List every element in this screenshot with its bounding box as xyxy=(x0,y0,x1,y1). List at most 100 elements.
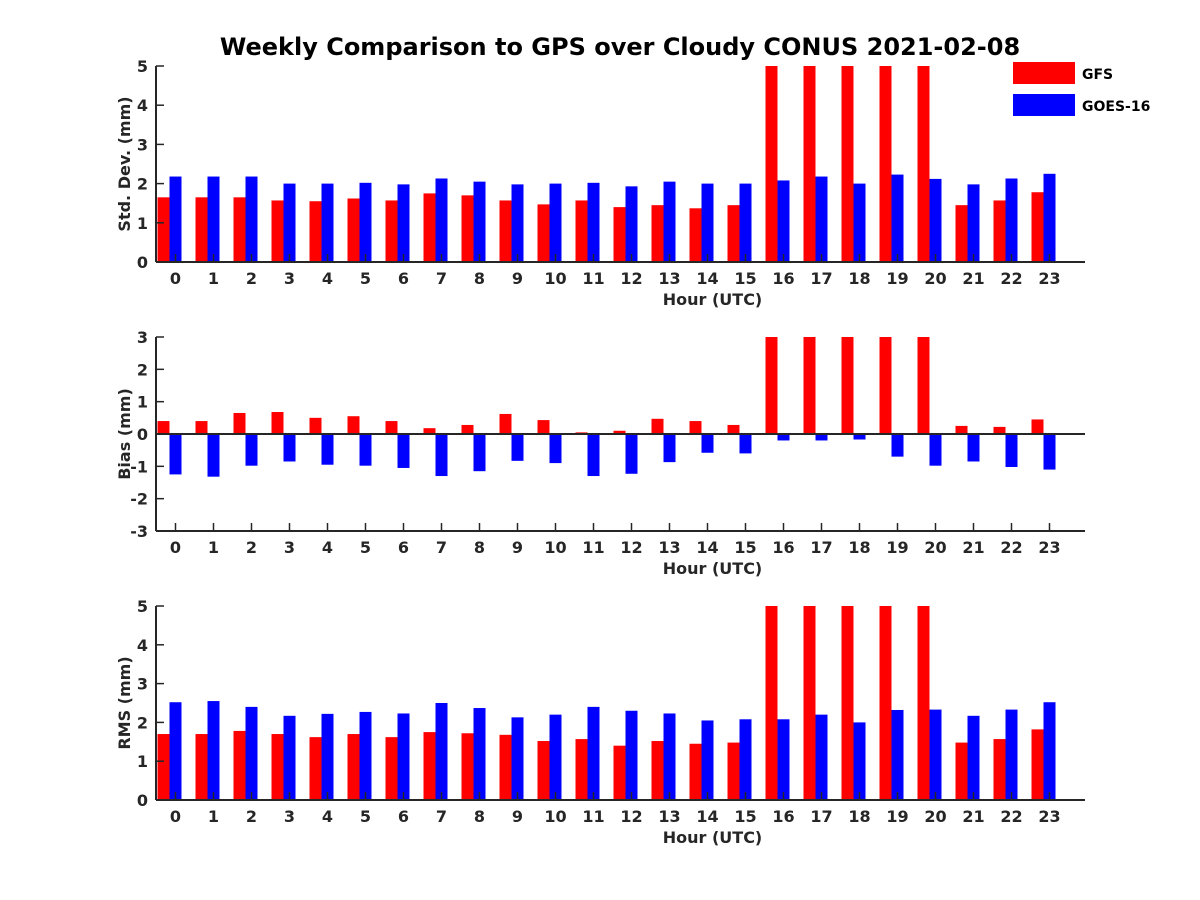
x-tick-label-bias-mm: 6 xyxy=(398,538,409,557)
bar-gfs-std-dev-mm-hour-19 xyxy=(879,66,892,262)
bar-goes16-std-dev-mm-hour-18 xyxy=(853,183,866,262)
bar-gfs-std-dev-mm-hour-16 xyxy=(765,66,778,262)
x-tick-label-std-dev-mm: 18 xyxy=(848,269,870,288)
x-tick-label-bias-mm: 23 xyxy=(1038,538,1060,557)
bar-gfs-bias-mm-hour-16 xyxy=(765,337,778,434)
x-tick-label-rms-mm: 6 xyxy=(398,807,409,826)
bar-gfs-std-dev-mm-hour-23 xyxy=(1031,192,1044,262)
x-tick-label-rms-mm: 17 xyxy=(810,807,832,826)
bar-goes16-std-dev-mm-hour-6 xyxy=(397,184,410,262)
bar-goes16-std-dev-mm-hour-1 xyxy=(207,176,220,262)
x-tick-label-rms-mm: 4 xyxy=(322,807,333,826)
bar-gfs-std-dev-mm-hour-18 xyxy=(841,66,854,262)
bar-gfs-std-dev-mm-hour-9 xyxy=(499,200,512,262)
y-tick-label-bias-mm: 2 xyxy=(137,360,148,379)
bar-gfs-rms-mm-hour-15 xyxy=(727,742,740,800)
x-tick-label-rms-mm: 15 xyxy=(734,807,756,826)
bar-goes16-rms-mm-hour-15 xyxy=(739,719,752,800)
bar-gfs-bias-mm-hour-12 xyxy=(613,430,626,434)
bar-goes16-std-dev-mm-hour-23 xyxy=(1043,173,1056,262)
y-tick-label-bias-mm: 1 xyxy=(137,393,148,412)
x-tick-label-std-dev-mm: 19 xyxy=(886,269,908,288)
legend-label-goes16: GOES-16 xyxy=(1082,99,1150,115)
bar-gfs-rms-mm-hour-3 xyxy=(271,734,284,800)
bar-goes16-bias-mm-hour-14 xyxy=(701,434,714,453)
bar-gfs-std-dev-mm-hour-8 xyxy=(461,195,474,262)
bar-gfs-bias-mm-hour-10 xyxy=(537,420,550,434)
bar-gfs-rms-mm-hour-5 xyxy=(347,734,360,800)
bar-gfs-rms-mm-hour-14 xyxy=(689,743,702,800)
bar-gfs-std-dev-mm-hour-7 xyxy=(423,193,436,262)
bar-goes16-rms-mm-hour-0 xyxy=(169,702,182,800)
bar-gfs-bias-mm-hour-5 xyxy=(347,416,360,434)
bar-goes16-std-dev-mm-hour-16 xyxy=(777,180,790,262)
x-tick-label-rms-mm: 0 xyxy=(170,807,181,826)
bar-goes16-bias-mm-hour-6 xyxy=(397,434,410,468)
bar-gfs-rms-mm-hour-19 xyxy=(879,606,892,800)
x-tick-label-bias-mm: 3 xyxy=(284,538,295,557)
y-axis-label-rms-mm: RMS (mm) xyxy=(115,656,134,749)
bar-goes16-std-dev-mm-hour-13 xyxy=(663,181,676,262)
bar-goes16-std-dev-mm-hour-19 xyxy=(891,174,904,262)
x-tick-label-std-dev-mm: 12 xyxy=(620,269,642,288)
bar-goes16-bias-mm-hour-1 xyxy=(207,434,220,477)
bar-gfs-std-dev-mm-hour-21 xyxy=(955,205,968,262)
bar-gfs-bias-mm-hour-1 xyxy=(195,421,208,434)
bar-gfs-std-dev-mm-hour-1 xyxy=(195,197,208,262)
y-tick-label-std-dev-mm: 2 xyxy=(137,175,148,194)
bar-goes16-bias-mm-hour-3 xyxy=(283,434,296,462)
bar-goes16-std-dev-mm-hour-8 xyxy=(473,181,486,262)
bar-goes16-bias-mm-hour-15 xyxy=(739,434,752,454)
y-tick-label-bias-mm: 0 xyxy=(137,425,148,444)
bar-gfs-rms-mm-hour-6 xyxy=(385,737,398,800)
bar-gfs-bias-mm-hour-23 xyxy=(1031,419,1044,434)
bar-goes16-rms-mm-hour-1 xyxy=(207,701,220,800)
bar-goes16-std-dev-mm-hour-10 xyxy=(549,183,562,262)
bar-gfs-rms-mm-hour-16 xyxy=(765,606,778,800)
bar-goes16-rms-mm-hour-12 xyxy=(625,710,638,800)
x-tick-label-bias-mm: 20 xyxy=(924,538,946,557)
x-tick-label-std-dev-mm: 6 xyxy=(398,269,409,288)
x-tick-label-rms-mm: 11 xyxy=(582,807,604,826)
x-tick-label-rms-mm: 9 xyxy=(512,807,523,826)
x-tick-label-std-dev-mm: 21 xyxy=(962,269,984,288)
x-tick-label-bias-mm: 8 xyxy=(474,538,485,557)
bar-gfs-bias-mm-hour-7 xyxy=(423,428,436,434)
bar-gfs-rms-mm-hour-0 xyxy=(157,734,170,800)
bar-gfs-rms-mm-hour-9 xyxy=(499,734,512,800)
x-tick-label-std-dev-mm: 1 xyxy=(208,269,219,288)
bar-gfs-rms-mm-hour-20 xyxy=(917,606,930,800)
x-tick-label-std-dev-mm: 3 xyxy=(284,269,295,288)
bar-gfs-std-dev-mm-hour-12 xyxy=(613,207,626,262)
bar-gfs-rms-mm-hour-8 xyxy=(461,733,474,800)
bar-goes16-rms-mm-hour-6 xyxy=(397,713,410,800)
x-tick-label-std-dev-mm: 17 xyxy=(810,269,832,288)
bar-gfs-rms-mm-hour-1 xyxy=(195,734,208,800)
bar-goes16-std-dev-mm-hour-12 xyxy=(625,186,638,262)
y-tick-label-rms-mm: 1 xyxy=(137,752,148,771)
bar-goes16-bias-mm-hour-7 xyxy=(435,434,448,477)
bar-gfs-bias-mm-hour-21 xyxy=(955,425,968,434)
bar-goes16-rms-mm-hour-14 xyxy=(701,720,714,800)
x-tick-label-std-dev-mm: 11 xyxy=(582,269,604,288)
x-tick-label-bias-mm: 1 xyxy=(208,538,219,557)
bar-gfs-std-dev-mm-hour-0 xyxy=(157,197,170,262)
bar-goes16-bias-mm-hour-20 xyxy=(929,434,942,466)
x-tick-label-bias-mm: 18 xyxy=(848,538,870,557)
x-tick-label-bias-mm: 10 xyxy=(544,538,566,557)
x-tick-label-std-dev-mm: 2 xyxy=(246,269,257,288)
y-tick-label-std-dev-mm: 3 xyxy=(137,135,148,154)
bar-gfs-bias-mm-hour-20 xyxy=(917,337,930,434)
bar-gfs-bias-mm-hour-17 xyxy=(803,337,816,434)
x-tick-label-rms-mm: 8 xyxy=(474,807,485,826)
bar-goes16-std-dev-mm-hour-9 xyxy=(511,184,524,262)
legend: GFS GOES-16 xyxy=(1013,62,1150,116)
bar-goes16-bias-mm-hour-18 xyxy=(853,434,866,440)
x-tick-label-std-dev-mm: 7 xyxy=(436,269,447,288)
bar-goes16-rms-mm-hour-4 xyxy=(321,713,334,800)
figure-title: Weekly Comparison to GPS over Cloudy CON… xyxy=(220,33,1020,61)
bar-goes16-bias-mm-hour-17 xyxy=(815,434,828,441)
x-tick-label-rms-mm: 18 xyxy=(848,807,870,826)
x-tick-label-std-dev-mm: 15 xyxy=(734,269,756,288)
bar-gfs-std-dev-mm-hour-3 xyxy=(271,200,284,262)
